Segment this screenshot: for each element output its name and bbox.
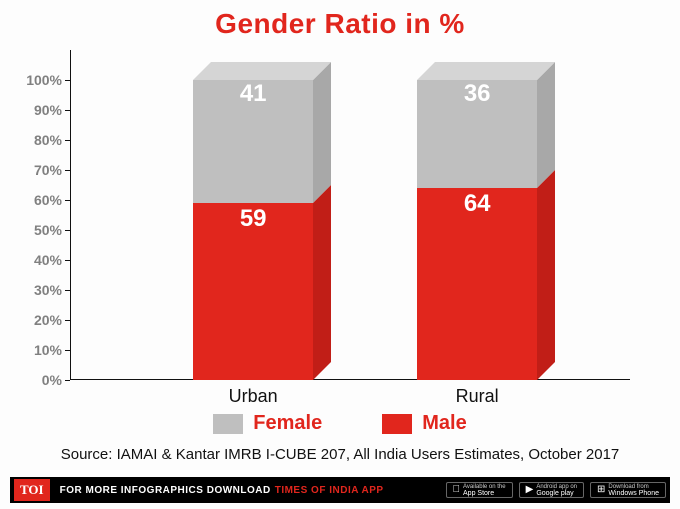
legend-item: Male	[382, 412, 466, 435]
legend-item: Female	[213, 412, 322, 435]
bar-female-top	[193, 62, 331, 80]
y-tick-mark	[65, 80, 70, 81]
y-tick-mark	[65, 200, 70, 201]
store-badges: Available on theApp Store ▶Android app o…	[440, 482, 666, 498]
bar-female-value: 36	[417, 80, 537, 108]
legend-label: Male	[422, 412, 466, 434]
y-tick-mark	[65, 170, 70, 171]
footer-text: FOR MORE INFOGRAPHICS DOWNLOAD	[60, 485, 271, 496]
store-badge: ⊞Download fromWindows Phone	[590, 482, 666, 498]
footer-bar: TOI FOR MORE INFOGRAPHICS DOWNLOAD TIMES…	[10, 477, 670, 503]
y-axis-line	[70, 50, 71, 380]
y-tick-mark	[65, 320, 70, 321]
store-badge: ▶Android app onGoogle play	[519, 482, 584, 498]
footer-accent: TIMES OF INDIA APP	[275, 485, 384, 496]
y-tick-mark	[65, 260, 70, 261]
y-tick-mark	[65, 110, 70, 111]
bar-male-side	[313, 185, 331, 380]
chart-title: Gender Ratio in %	[0, 8, 680, 40]
y-tick-mark	[65, 380, 70, 381]
bar-male-side	[537, 170, 555, 380]
play-icon: ▶	[526, 485, 534, 495]
y-tick-mark	[65, 140, 70, 141]
store-badge-text: Download fromWindows Phone	[608, 484, 659, 497]
y-tick-mark	[65, 230, 70, 231]
category-label: Rural	[417, 380, 537, 407]
bar-male-value: 59	[193, 205, 313, 233]
x-axis-line	[70, 379, 630, 380]
bar-female-top	[417, 62, 555, 80]
plot-area: 0%10%20%30%40%50%60%70%80%90%100%5941Urb…	[70, 50, 630, 380]
windows-icon: ⊞	[597, 485, 605, 495]
y-tick-label: 100%	[26, 72, 70, 88]
bar-female-side	[537, 62, 555, 188]
legend: Female Male	[0, 412, 680, 435]
legend-swatch	[213, 414, 243, 434]
apple-icon: 	[453, 485, 461, 495]
legend-swatch	[382, 414, 412, 434]
bar-female-side	[313, 62, 331, 203]
toi-badge: TOI	[14, 479, 50, 501]
legend-label: Female	[253, 412, 322, 434]
source-line: Source: IAMAI & Kantar IMRB I-CUBE 207, …	[0, 446, 680, 463]
store-badge-text: Android app onGoogle play	[536, 484, 577, 497]
store-badge-text: Available on theApp Store	[463, 484, 506, 497]
y-tick-mark	[65, 290, 70, 291]
category-label: Urban	[193, 380, 313, 407]
bar-male-value: 64	[417, 190, 537, 218]
chart-stage: Gender Ratio in % 0%10%20%30%40%50%60%70…	[0, 0, 680, 509]
bar-female-value: 41	[193, 80, 313, 108]
y-tick-mark	[65, 350, 70, 351]
store-badge: Available on theApp Store	[446, 482, 513, 498]
